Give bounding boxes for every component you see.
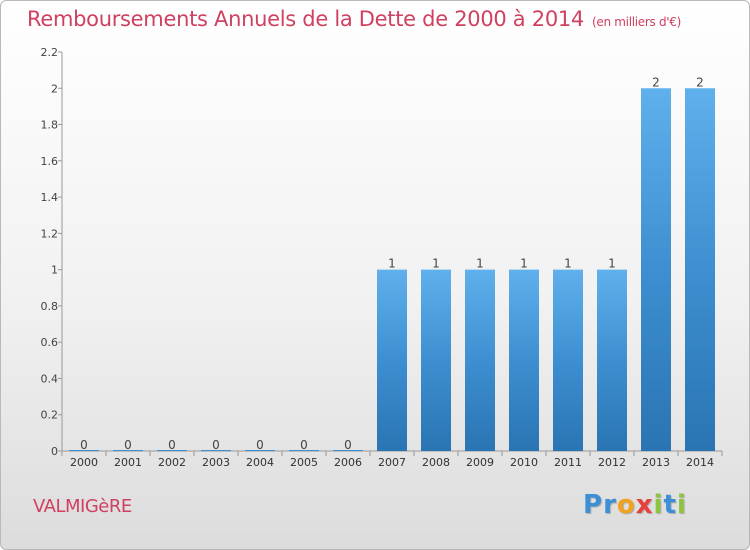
data-label: 0 [256,438,264,452]
y-tick-label: 0 [51,445,58,458]
y-tick-label: 1.4 [41,191,59,204]
x-tick-label: 2002 [158,456,186,469]
y-tick-label: 0.6 [41,336,59,349]
y-tick-label: 0.4 [41,372,59,385]
chart-subtitle: (en milliers d'€) [592,15,682,29]
data-label: 1 [520,257,528,271]
logo-letter: i [653,490,664,520]
commune-name: VALMIGèRE [33,496,132,517]
x-tick-label: 2012 [598,456,626,469]
x-tick-label: 2011 [554,456,582,469]
bar [465,269,495,451]
logo-letter: t [663,490,677,520]
bar [377,269,407,451]
bar [685,88,715,451]
x-tick-label: 2007 [378,456,406,469]
logo-letter: x [635,490,654,520]
bar [509,269,539,451]
x-tick-label: 2009 [466,456,494,469]
chart-title: Remboursements Annuels de la Dette de 20… [27,7,681,31]
y-tick-label: 1.6 [41,155,59,168]
x-tick-label: 2010 [510,456,538,469]
data-label: 0 [124,438,132,452]
x-tick-label: 2006 [334,456,362,469]
x-tick-label: 2003 [202,456,230,469]
data-label: 1 [564,257,572,271]
y-tick-label: 0.8 [41,300,59,313]
y-tick-label: 0.2 [41,409,59,422]
data-label: 0 [80,438,88,452]
logo-letter: i [676,490,687,520]
y-tick-label: 1.8 [41,119,59,132]
proxiti-logo: Proxiti [583,490,687,520]
x-tick-label: 2005 [290,456,318,469]
y-tick-label: 2.2 [41,46,59,59]
x-tick-label: 2013 [642,456,670,469]
data-label: 0 [168,438,176,452]
chart-labels: 2000 0 2001 0 2002 0 2003 0 2004 0 2005 0 2006 0 2007 1… [70,75,714,469]
x-tick-label: 2004 [246,456,274,469]
bar [597,269,627,451]
data-label: 1 [388,257,396,271]
y-tick-label: 1.2 [41,227,59,240]
y-tick-label: 1 [51,264,58,277]
bar [641,88,671,451]
data-label: 0 [212,438,220,452]
data-label: 0 [300,438,308,452]
x-tick-label: 2008 [422,456,450,469]
title-text: Remboursements Annuels de la Dette de 20… [27,7,584,31]
bar [421,269,451,451]
data-label: 2 [696,75,704,89]
chart-axes: 0 0.2 0.4 0.6 0.8 1 1.2 1.4 1.6 1.8 2 2.2 [41,46,723,458]
x-tick-label: 2001 [114,456,142,469]
data-label: 2 [652,75,660,89]
data-label: 0 [344,438,352,452]
logo-letter: o [616,490,636,520]
data-label: 1 [432,257,440,271]
y-tick-label: 2 [51,82,58,95]
logo-letter: r [603,490,617,520]
data-label: 1 [476,257,484,271]
x-tick-label: 2014 [686,456,714,469]
data-label: 1 [608,257,616,271]
logo-letter: P [583,490,604,520]
chart-bars [69,88,715,451]
x-tick-label: 2000 [70,456,98,469]
bar [553,269,583,451]
